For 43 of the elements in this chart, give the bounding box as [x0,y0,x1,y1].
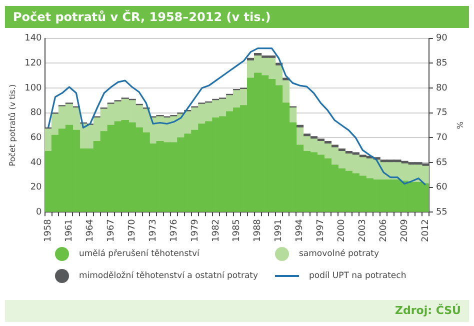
x-tick-label: 1967 [106,219,116,242]
x-tick-label: 1976 [169,218,180,242]
y2-tick-label: 80 [436,83,448,94]
x-tick-label: 2003 [358,219,368,242]
x-tick-label: 1973 [148,219,158,242]
x-tick-label: 1970 [127,218,138,242]
chart-title: Počet potratů v ČR, 1958–2012 (v tis.) [5,6,469,28]
y-tick-label: 20 [30,182,42,193]
x-tick-label: 1991 [274,219,284,242]
y2-tick-label: 70 [436,133,448,143]
x-tick-label: 1964 [86,218,96,242]
y2-tick-label: 55 [436,207,448,218]
y2-tick-label: 90 [436,34,448,44]
y-tick-label: 40 [30,158,42,168]
x-tick-label: 1985 [232,219,242,242]
x-tick-label: 2000 [336,218,347,242]
text: Zdroj: ČSÚ [5,300,469,322]
x-tick-label: 1988 [253,218,264,242]
x-tick-label: 1982 [211,219,222,242]
y-tick-label: 140 [24,34,42,44]
y-tick-label: 120 [24,58,42,69]
x-tick-label: 1997 [316,219,326,242]
x-tick-label: 1994 [295,218,306,242]
y-tick-label: 60 [30,133,42,143]
y-tick-label: 80 [30,108,42,118]
x-tick-label: 2006 [378,218,389,242]
legend-label: mimoděložní těhotenství a ostatní potraty [79,271,258,281]
y2-axis-title: % [455,121,464,130]
y-tick-label: 0 [36,207,42,218]
legend-label: podíl UPT na potratech [309,271,406,281]
x-tick-label: 1958 [44,218,54,242]
x-tick-label: 1961 [64,219,75,242]
x-tick-label: 2009 [400,218,410,242]
y2-tick-label: 60 [436,182,448,193]
x-tick-label: 2012 [420,219,431,242]
y2-tick-label: 75 [436,108,448,118]
y-axis-title: Počet potratů (v tis.) [8,84,17,166]
legend-label: samovolné potraty [299,249,380,259]
legend-label: umělá přerušení těhotenství [79,249,200,259]
x-tick-label: 1979 [190,218,200,242]
y2-tick-label: 85 [436,58,448,69]
y-tick-label: 100 [24,83,42,94]
y2-tick-label: 65 [436,158,448,168]
